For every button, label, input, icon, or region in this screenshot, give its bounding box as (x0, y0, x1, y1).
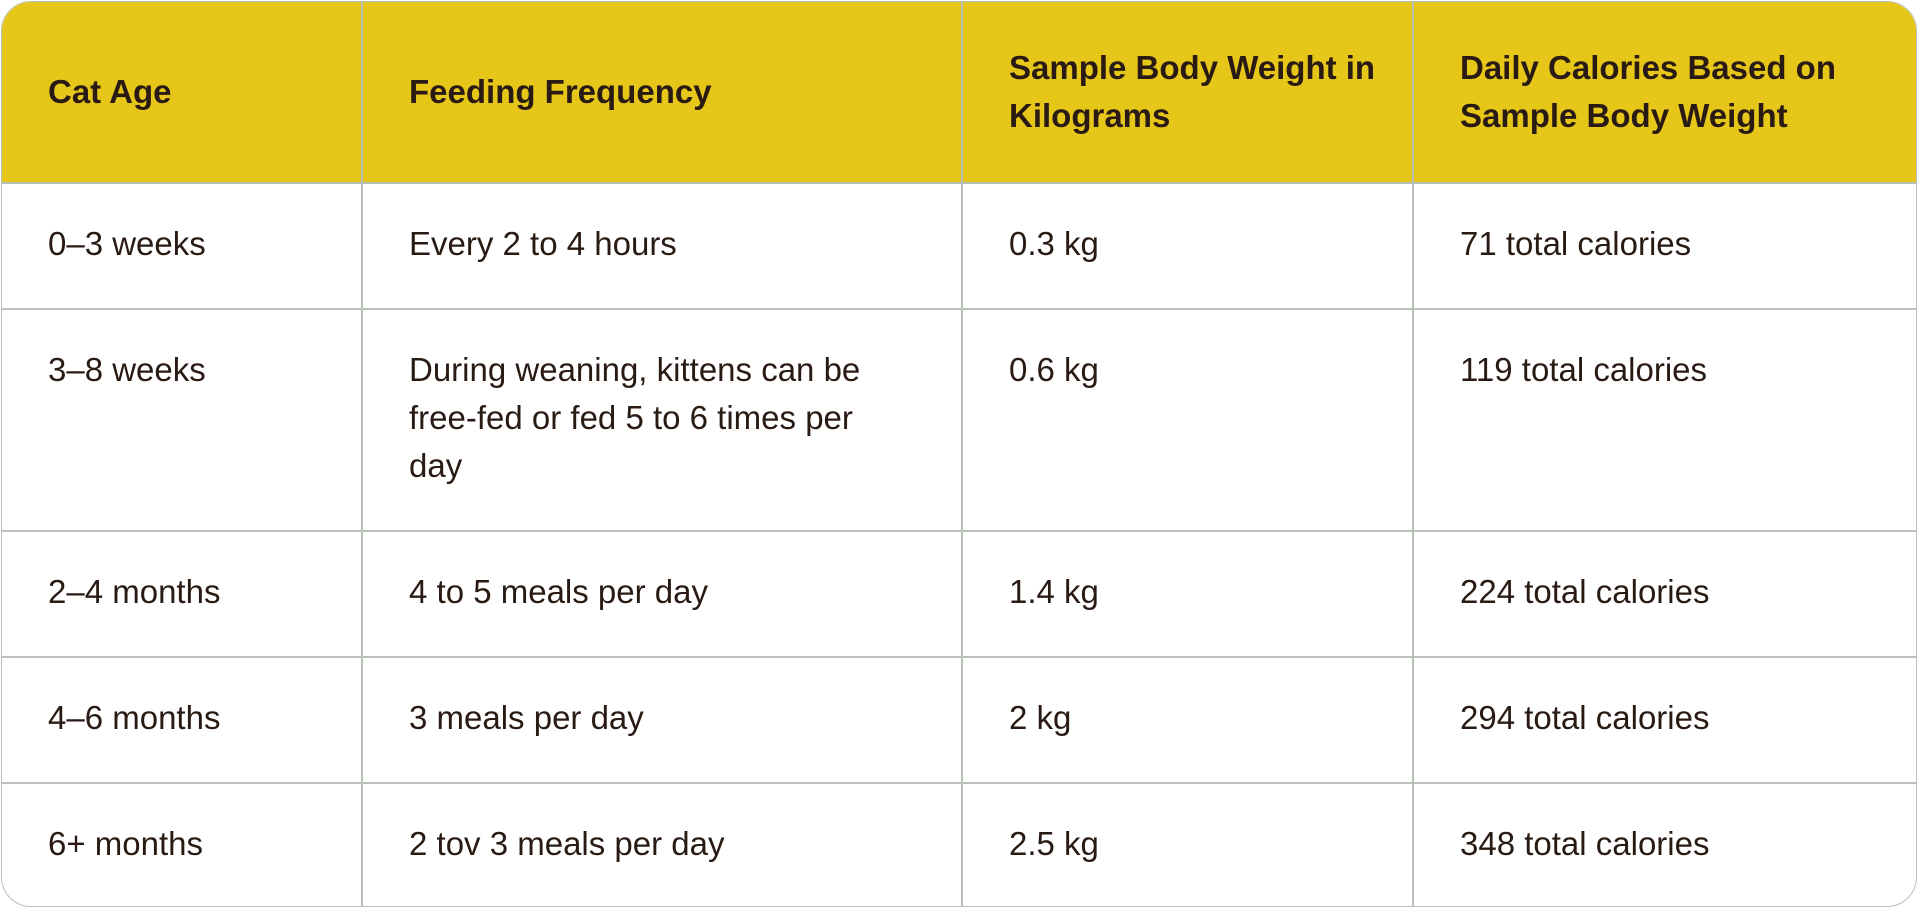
table-cell: 3–8 weeks (2, 308, 363, 532)
header-row: Cat Age Feeding Frequency Sample Body Weig… (2, 2, 1916, 184)
table-cell: 4–6 months (2, 656, 363, 784)
table-cell: 348 total calories (1412, 782, 1916, 906)
table-cell: 4 to 5 meals per day (361, 530, 963, 658)
table-cell: Every 2 to 4 hours (361, 182, 963, 310)
table-cell: 2 tov 3 meals per day (361, 782, 963, 906)
table-cell: 2.5 kg (961, 782, 1414, 906)
table-cell: 119 total calories (1412, 308, 1916, 532)
table-body: 0–3 weeks Every 2 to 4 hours 0.3 kg 71 tota… (2, 182, 1916, 906)
table-row: 3–8 weeks During weaning, kittens can be … (2, 308, 1916, 532)
table-cell: 3 meals per day (361, 656, 963, 784)
column-header: Feeding Frequency (361, 2, 963, 184)
table-cell: 294 total calories (1412, 656, 1916, 784)
column-header: Daily Calories Based on Sample Body Weig… (1412, 2, 1916, 184)
table-cell: 0–3 weeks (2, 182, 363, 310)
table-cell: 0.6 kg (961, 308, 1414, 532)
table-row: 6+ months 2 tov 3 meals per day 2.5 kg 348 … (2, 782, 1916, 906)
column-header: Sample Body Weight in Kilograms (961, 2, 1414, 184)
table-cell: 71 total calories (1412, 182, 1916, 310)
table-cell: 224 total calories (1412, 530, 1916, 658)
table-cell: 2 kg (961, 656, 1414, 784)
table-row: 2–4 months 4 to 5 meals per day 1.4 kg 224 … (2, 530, 1916, 658)
table-cell: 2–4 months (2, 530, 363, 658)
table-cell: During weaning, kittens can be free-fed … (361, 308, 963, 532)
table-cell: 6+ months (2, 782, 363, 906)
table-row: 4–6 months 3 meals per day 2 kg 294 total c… (2, 656, 1916, 784)
table-row: 0–3 weeks Every 2 to 4 hours 0.3 kg 71 tota… (2, 182, 1916, 310)
column-header: Cat Age (2, 2, 363, 184)
table-header: Cat Age Feeding Frequency Sample Body Weig… (2, 2, 1916, 184)
table-cell: 0.3 kg (961, 182, 1414, 310)
table-cell: 1.4 kg (961, 530, 1414, 658)
